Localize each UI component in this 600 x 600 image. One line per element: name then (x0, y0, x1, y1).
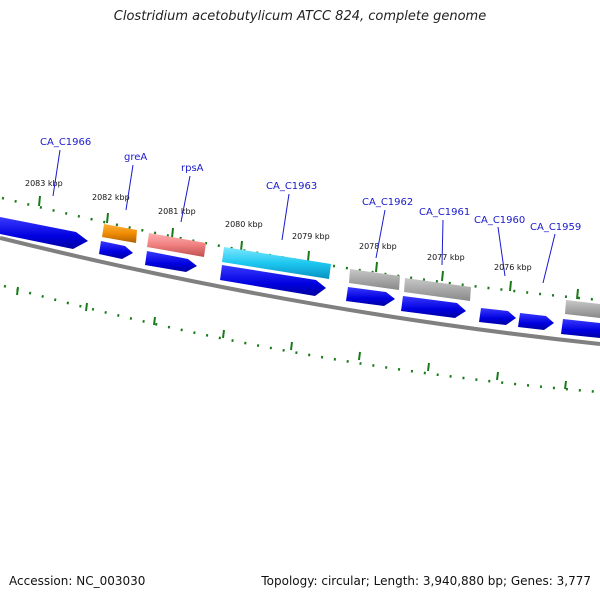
gene-label-CA_C1960[interactable]: CA_C1960 (474, 215, 525, 226)
map-title: Clostridium acetobutylicum ATCC 824, com… (113, 9, 487, 24)
inner-tick-ring (3, 284, 600, 394)
genome-summary-text: Topology: circular; Length: 3,940,880 bp… (261, 574, 591, 588)
gene-label-CA_C1963[interactable]: CA_C1963 (266, 181, 317, 192)
cds-track (0, 217, 600, 338)
cds-arrow-CA_C1962[interactable] (346, 287, 395, 306)
gene-label-CA_C1961[interactable]: CA_C1961 (419, 207, 470, 218)
cds-arrow-CA_C1961[interactable] (401, 296, 466, 318)
kbp-label-2079: 2079 kbp (292, 232, 330, 241)
gene-label-CA_C1959[interactable]: CA_C1959 (530, 222, 581, 233)
feature-greA[interactable] (102, 224, 137, 243)
kbp-label-2083: 2083 kbp (25, 179, 63, 188)
feature-CA_C1959-grey[interactable] (565, 300, 600, 318)
outer-tick-ring (1, 195, 600, 302)
cds-arrow-CA_C1966[interactable] (0, 217, 88, 249)
feature-CA_C1961[interactable] (404, 278, 471, 301)
feature-CA_C1963[interactable] (222, 247, 331, 279)
genome-backbone (0, 236, 600, 346)
gene-label-greA[interactable]: greA (124, 152, 147, 163)
feature-track-upper (102, 224, 600, 318)
gene-label-rpsA[interactable]: rpsA (181, 163, 204, 174)
cds-arrow-CA_C1959[interactable] (518, 313, 554, 330)
gene-label-CA_C1966[interactable]: CA_C1966 (40, 137, 91, 148)
accession-text: Accession: NC_003030 (9, 574, 146, 588)
kbp-label-2081: 2081 kbp (158, 207, 196, 216)
kbp-label-2080: 2080 kbp (225, 220, 263, 229)
kbp-label-2076: 2076 kbp (494, 263, 532, 272)
cds-arrow-rpsA[interactable] (145, 251, 197, 272)
feature-rpsA[interactable] (147, 233, 206, 257)
kbp-label-2082: 2082 kbp (92, 193, 130, 202)
cds-arrow-CA_C1960[interactable] (479, 308, 516, 325)
gene-leader-lines (52, 149, 556, 284)
gene-label-CA_C1962[interactable]: CA_C1962 (362, 197, 413, 208)
cds-arrow-next[interactable] (561, 319, 600, 338)
feature-CA_C1962[interactable] (349, 269, 400, 290)
kbp-label-2077: 2077 kbp (427, 253, 465, 262)
cds-arrow-greA[interactable] (99, 241, 133, 259)
cds-arrow-CA_C1963[interactable] (220, 265, 326, 296)
